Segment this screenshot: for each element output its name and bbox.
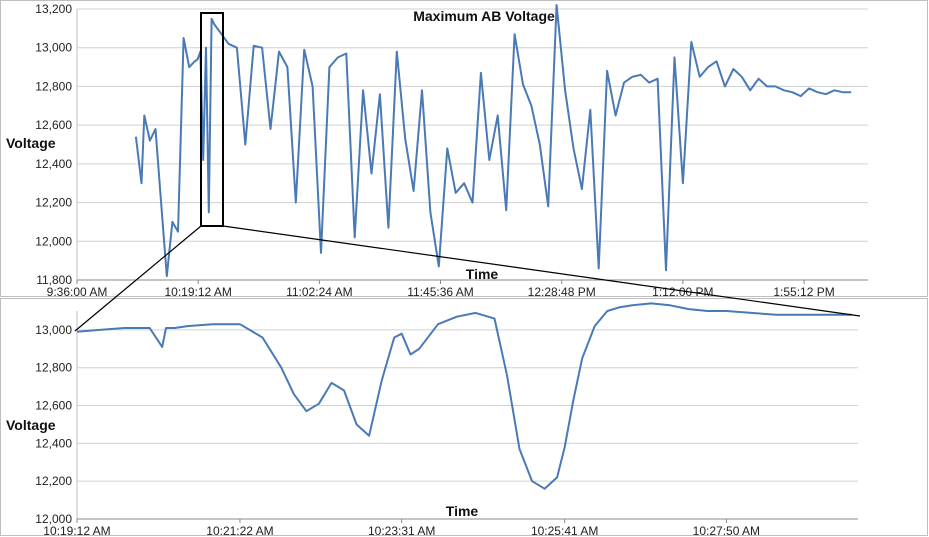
top-x-tick-label: 9:36:00 AM [47, 285, 108, 299]
top-x-tick-label: 11:45:36 AM [407, 285, 474, 299]
bot-y-tick-label: 13,000 [35, 323, 72, 337]
top-y-tick-label: 13,000 [35, 41, 72, 55]
bot-x-tick-label: 10:21:22 AM [206, 524, 273, 537]
zoom-box [200, 12, 224, 227]
bot-x-tick-label: 10:23:31 AM [368, 524, 435, 537]
top-y-tick-label: 12,600 [35, 118, 72, 132]
bot-y-tick-label: 12,400 [35, 436, 72, 450]
bot-x-tick-label: 10:19:12 AM [43, 524, 110, 537]
bottom-panel-frame [0, 298, 928, 536]
top-y-tick-label: 12,400 [35, 157, 72, 171]
top-y-axis-title: Voltage [6, 135, 56, 151]
bottom-y-tick-labels: 12,000 12,200 12,400 12,600 12,800 13,000 [35, 323, 72, 526]
bot-x-tick-label: 10:27:50 AM [693, 524, 760, 537]
bot-y-tick-label: 12,000 [35, 512, 72, 526]
top-x-tick-label: 10:19:12 AM [164, 285, 231, 299]
top-x-tick-label: 1:55:12 PM [773, 285, 834, 299]
bottom-x-tick-labels: 10:19:12 AM 10:21:22 AM 10:23:31 AM 10:25:4… [43, 519, 760, 537]
zoom-connector-right [222, 225, 861, 317]
zoom-connector-left [74, 225, 202, 332]
bot-y-tick-label: 12,600 [35, 399, 72, 413]
bot-y-tick-label: 12,200 [35, 474, 72, 488]
top-y-tick-label: 12,200 [35, 196, 72, 210]
top-x-tick-label: 12:28:48 PM [528, 285, 596, 299]
top-y-tick-labels: 11,800 12,000 12,200 12,400 12,600 12,800 13,0… [35, 2, 72, 287]
bottom-y-axis-title: Voltage [6, 417, 56, 433]
bottom-series-line [76, 302, 852, 490]
top-y-tick-label: 11,800 [36, 273, 72, 287]
top-x-tick-label: 11:02:24 AM [286, 285, 353, 299]
top-panel-frame [0, 0, 928, 297]
top-y-tick-label: 12,000 [35, 234, 72, 248]
bottom-grid [76, 311, 858, 520]
top-x-tick-label: 1:12:00 PM [652, 285, 713, 299]
bot-x-tick-label: 10:25:41 AM [531, 524, 598, 537]
bot-y-tick-label: 12,800 [35, 361, 72, 375]
top-x-axis-title: Time [466, 266, 499, 282]
top-series-line [134, 4, 852, 278]
top-y-tick-label: 13,200 [35, 2, 72, 16]
chart-title: Maximum AB Voltage [413, 8, 555, 24]
bottom-x-axis-title: Time [446, 503, 479, 519]
top-y-tick-label: 12,800 [35, 79, 72, 93]
